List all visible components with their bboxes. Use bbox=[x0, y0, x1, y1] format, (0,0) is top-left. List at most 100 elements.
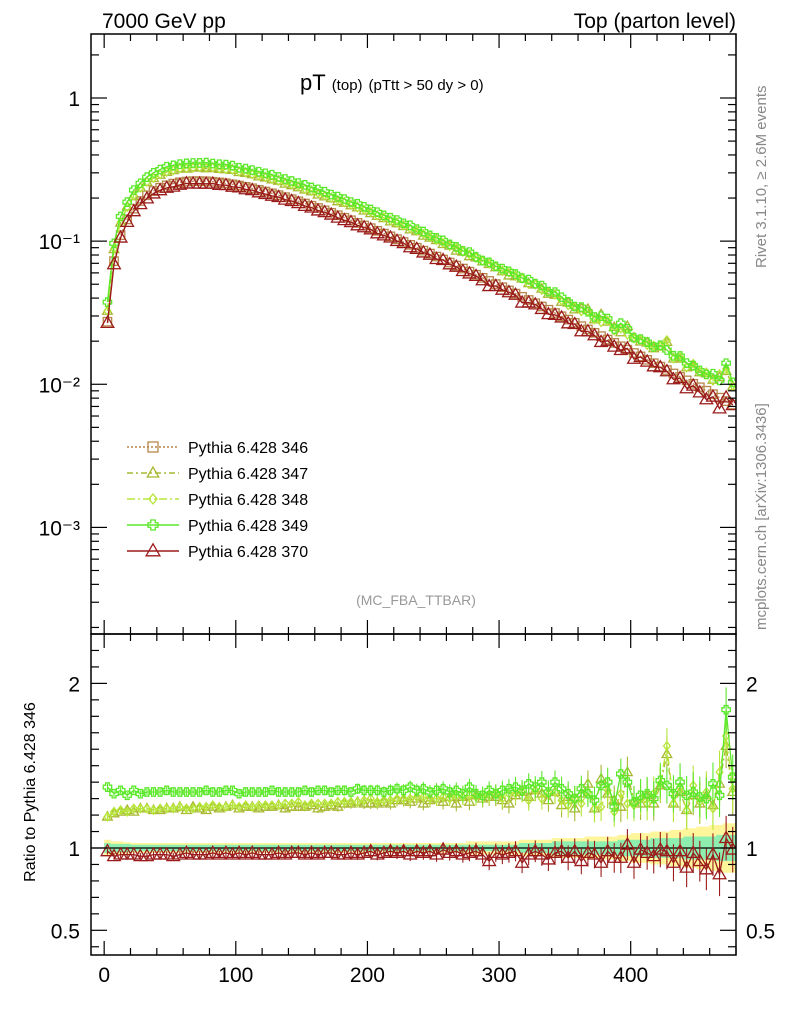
series-347-ratio-point bbox=[437, 795, 450, 806]
series-348-ratio-point bbox=[406, 793, 415, 804]
series-370-ratio-point bbox=[488, 845, 504, 858]
series-370-point bbox=[619, 340, 635, 354]
mcplots-label: mcplots.cern.ch [arXiv:1306.3436] bbox=[753, 403, 770, 630]
series-370-point bbox=[330, 209, 346, 223]
series-348-ratio-point bbox=[116, 804, 125, 816]
series-370-point bbox=[119, 214, 135, 228]
series-370-ratio-point bbox=[652, 841, 668, 855]
series-346-main bbox=[102, 176, 736, 410]
series-370-ratio-point bbox=[679, 859, 695, 873]
series-348-ratio-point bbox=[201, 801, 211, 813]
series-370-point bbox=[383, 229, 398, 243]
series-348-point bbox=[471, 252, 481, 264]
series-370-ratio-point bbox=[422, 843, 438, 857]
legend-item-346: Pythia 6.428 346 bbox=[127, 440, 308, 457]
series-370-point bbox=[304, 199, 319, 213]
series-370-ratio-point bbox=[593, 854, 609, 868]
series-370-point bbox=[626, 350, 642, 364]
series-370-ratio-point bbox=[587, 846, 602, 860]
series-348-ratio-point bbox=[267, 799, 277, 811]
legend: Pythia 6.428 346 Pythia 6.428 347 Pythia 6… bbox=[127, 440, 308, 561]
series-348-ratio-point bbox=[149, 804, 158, 816]
series-348-ratio-point bbox=[346, 796, 356, 808]
series-370-point bbox=[146, 185, 161, 199]
series-370-point bbox=[442, 256, 458, 270]
series-370-point bbox=[244, 182, 260, 196]
series-370-point bbox=[652, 359, 668, 373]
series-347-ratio bbox=[101, 723, 736, 830]
series-370-point bbox=[567, 316, 583, 330]
series-370-ratio-point bbox=[626, 854, 642, 868]
series-370-point bbox=[494, 281, 510, 295]
series-349-ratio bbox=[102, 687, 736, 822]
series-349-ratio-point bbox=[543, 787, 554, 797]
series-348-main bbox=[103, 161, 736, 391]
series-349-point bbox=[727, 377, 736, 388]
series-370-point bbox=[257, 186, 273, 200]
series-348-ratio-point bbox=[399, 793, 408, 804]
series-348-point bbox=[504, 267, 514, 278]
series-370-ratio-point bbox=[521, 846, 537, 860]
series-348-ratio-point bbox=[136, 803, 145, 814]
series-348-ratio-point bbox=[359, 795, 369, 806]
series-349-ratio-point bbox=[458, 788, 468, 799]
series-348-ratio-point bbox=[596, 801, 606, 813]
series-370-point bbox=[113, 229, 129, 243]
legend-label: Pythia 6.428 346 bbox=[188, 440, 308, 457]
series-370-point bbox=[376, 227, 392, 241]
axis-ticks bbox=[91, 34, 737, 955]
series-370-point bbox=[165, 178, 181, 192]
series-348-ratio-point bbox=[498, 793, 507, 804]
series-370-point bbox=[106, 256, 122, 270]
series-348-ratio-point bbox=[386, 795, 395, 806]
series-370-point bbox=[685, 377, 701, 391]
y-tick-label-ratio: 0.5 bbox=[51, 920, 80, 943]
series-349-ratio-point bbox=[477, 790, 488, 801]
series-348-point bbox=[511, 270, 520, 282]
series-348-ratio-point bbox=[300, 799, 310, 811]
series-370-point bbox=[468, 268, 484, 282]
series-347-ratio-point bbox=[292, 800, 305, 811]
series-370-ratio-point bbox=[290, 845, 306, 858]
series-348-ratio-point bbox=[155, 803, 165, 814]
series-370-point bbox=[712, 400, 727, 414]
series-370-point bbox=[231, 179, 247, 193]
series-348-ratio-point bbox=[366, 793, 375, 804]
series-348-point bbox=[695, 366, 704, 378]
series-348-point bbox=[603, 315, 612, 327]
series-349-point bbox=[602, 313, 613, 324]
series-348-line bbox=[106, 166, 734, 386]
series-348-ratio-point bbox=[524, 795, 533, 806]
header-left: 7000 GeV pp bbox=[102, 10, 226, 33]
series-370-point bbox=[264, 187, 280, 201]
series-370-ratio-point bbox=[218, 845, 234, 858]
series-370-point bbox=[343, 214, 359, 228]
ratio-y-axis-label: Ratio to Pythia 6.428 346 bbox=[22, 702, 39, 882]
series-370-point bbox=[402, 239, 418, 253]
series-349-ratio-point bbox=[319, 785, 330, 796]
legend-label: Pythia 6.428 348 bbox=[188, 492, 308, 509]
series-348-ratio-point bbox=[353, 796, 362, 808]
series-349-ratio-point bbox=[589, 795, 600, 806]
series-370-ratio-point bbox=[178, 845, 194, 858]
series-370-ratio-point bbox=[383, 843, 398, 857]
series-349-ratio-point bbox=[615, 769, 626, 779]
series-370-ratio-point bbox=[580, 845, 596, 858]
series-370-point bbox=[587, 327, 602, 341]
series-349-ratio-point bbox=[648, 793, 659, 804]
series-349-point bbox=[221, 159, 231, 170]
legend-item-349: Pythia 6.428 349 bbox=[127, 518, 308, 535]
series-370-point bbox=[310, 202, 326, 216]
series-370-ratio-point bbox=[554, 843, 570, 857]
series-349-main bbox=[102, 157, 736, 388]
series-370-ratio-point bbox=[600, 843, 616, 857]
series-348-ratio-point bbox=[162, 803, 171, 814]
series-349-ratio-point bbox=[122, 790, 133, 801]
series-370-point bbox=[672, 370, 688, 384]
series-370-point bbox=[521, 294, 537, 308]
series-349-point bbox=[122, 197, 133, 208]
series-370-point bbox=[606, 338, 622, 352]
series-370-ratio-point bbox=[639, 845, 655, 858]
